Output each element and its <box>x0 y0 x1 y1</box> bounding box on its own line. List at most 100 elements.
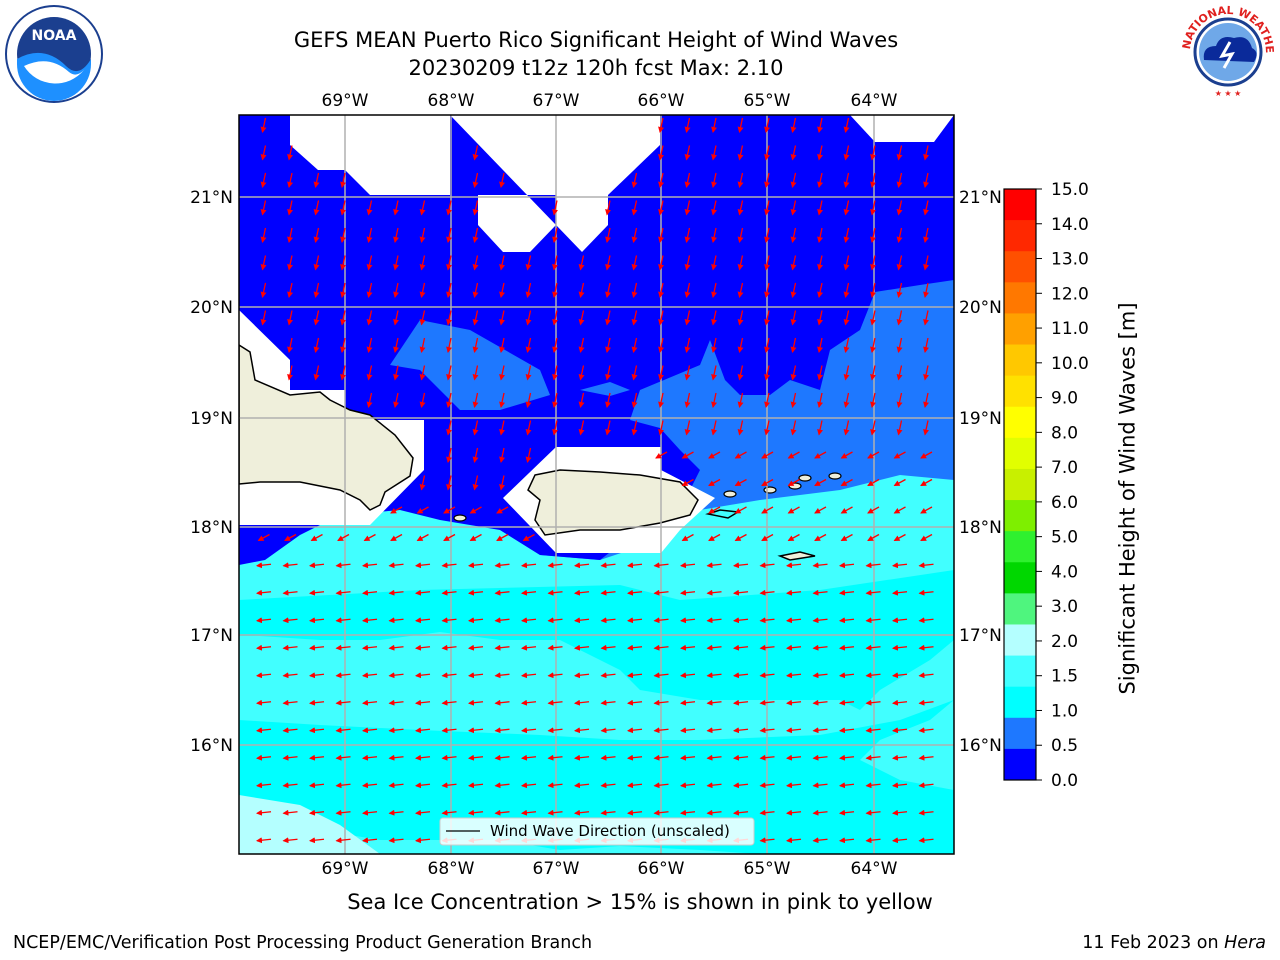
wave-direction-arrow <box>521 617 537 624</box>
wave-direction-arrow <box>578 420 585 436</box>
wave-direction-arrow <box>658 392 664 408</box>
wave-direction-arrow <box>865 809 881 816</box>
wave-direction-arrow <box>759 782 775 789</box>
wave-direction-arrow <box>521 672 537 679</box>
wave-direction-arrow <box>574 589 590 596</box>
wave-direction-arrow <box>706 672 722 679</box>
wave-direction-arrow <box>814 451 827 459</box>
wave-direction-arrow <box>865 644 881 651</box>
wave-direction-arrow <box>790 172 797 188</box>
wave-direction-arrow <box>547 562 563 569</box>
wave-direction-arrow <box>287 200 293 216</box>
wave-direction-arrow <box>472 255 479 271</box>
wave-direction-arrow <box>443 533 456 542</box>
wave-direction-arrow <box>605 392 611 408</box>
wave-direction-arrow <box>499 172 505 188</box>
wave-direction-arrow <box>627 809 643 816</box>
wave-direction-arrow <box>362 672 378 679</box>
wave-direction-arrow <box>839 617 855 624</box>
wave-direction-arrow <box>839 644 855 651</box>
footer-date-text: 11 Feb 2023 on <box>1082 933 1225 953</box>
wave-direction-arrow <box>441 809 457 816</box>
wave-direction-arrow <box>787 533 800 542</box>
wave-direction-arrow <box>867 451 880 459</box>
wave-direction-arrow <box>790 310 797 326</box>
wave-direction-arrow <box>415 754 431 761</box>
wave-direction-arrow <box>469 533 482 542</box>
wave-direction-arrow <box>817 145 823 161</box>
land-islet <box>453 514 467 522</box>
wave-direction-arrow <box>839 809 855 816</box>
wave-direction-arrow <box>684 255 691 271</box>
wave-direction-arrow <box>446 282 452 298</box>
wave-direction-arrow <box>525 392 532 408</box>
wave-direction-arrow <box>309 754 325 761</box>
wave-direction-arrow <box>309 699 325 706</box>
wave-direction-arrow <box>521 589 537 596</box>
wave-direction-arrow <box>362 837 378 844</box>
wave-direction-arrow <box>843 392 850 408</box>
wave-direction-arrow <box>920 533 933 542</box>
wave-direction-arrow <box>734 533 747 542</box>
wave-direction-arrow <box>865 754 881 761</box>
wave-direction-arrow <box>600 589 616 596</box>
wave-direction-arrow <box>759 617 775 624</box>
wave-direction-arrow <box>415 644 431 651</box>
wave-direction-arrow <box>521 754 537 761</box>
wave-direction-arrow <box>600 727 616 734</box>
colorbar-tick-label: 2.0 <box>1051 632 1078 652</box>
wave-direction-arrow <box>525 420 532 436</box>
wave-direction-arrow <box>867 506 880 514</box>
wave-direction-arrow <box>256 837 272 844</box>
wave-direction-arrow <box>631 310 638 326</box>
wave-direction-arrow <box>494 672 510 679</box>
wave-direction-arrow <box>362 727 378 734</box>
wave-direction-arrow <box>443 506 456 514</box>
lat-label-left: 17°N <box>190 626 233 646</box>
wave-direction-arrow <box>366 337 373 353</box>
wave-direction-arrow <box>366 200 373 216</box>
wave-direction-arrow <box>870 310 876 326</box>
wave-direction-arrow <box>893 478 906 487</box>
wave-direction-arrow <box>923 227 929 243</box>
wave-direction-arrow <box>282 782 298 789</box>
wave-direction-arrow <box>786 644 802 651</box>
wave-direction-arrow <box>574 562 590 569</box>
wave-direction-arrow <box>366 310 373 326</box>
wave-direction-arrow <box>472 447 479 463</box>
wave-direction-arrow <box>711 255 717 271</box>
wave-direction-arrow <box>631 337 638 353</box>
wave-direction-arrow <box>600 782 616 789</box>
wave-direction-arrow <box>918 562 934 569</box>
wave-direction-arrow <box>681 451 694 459</box>
wave-direction-arrow <box>605 227 611 243</box>
wave-direction-arrow <box>684 365 691 381</box>
wave-direction-arrow <box>812 589 828 596</box>
colorbar-swatch <box>1004 624 1036 657</box>
wave-direction-arrow <box>547 617 563 624</box>
wave-direction-arrow <box>335 782 351 789</box>
wave-direction-arrow <box>415 589 431 596</box>
wave-direction-arrow <box>733 754 749 761</box>
wave-direction-arrow <box>416 533 429 542</box>
wave-direction-arrow <box>790 420 797 436</box>
wave-direction-arrow <box>441 754 457 761</box>
wave-direction-arrow <box>839 562 855 569</box>
lon-label-top: 66°W <box>638 91 685 111</box>
wave-direction-arrow <box>865 617 881 624</box>
wave-direction-arrow <box>840 533 853 542</box>
wave-direction-arrow <box>260 145 267 161</box>
wave-direction-arrow <box>494 782 510 789</box>
wave-direction-arrow <box>653 672 669 679</box>
wave-direction-arrow <box>309 782 325 789</box>
wave-direction-arrow <box>870 392 876 408</box>
wave-direction-arrow <box>362 644 378 651</box>
wave-direction-arrow <box>441 617 457 624</box>
wave-direction-arrow <box>313 200 320 216</box>
wave-direction-arrow <box>496 533 509 542</box>
wave-region-1-1-5 <box>239 570 954 710</box>
wave-direction-arrow <box>494 617 510 624</box>
wave-direction-arrow <box>309 837 325 844</box>
wave-direction-arrow <box>282 617 298 624</box>
